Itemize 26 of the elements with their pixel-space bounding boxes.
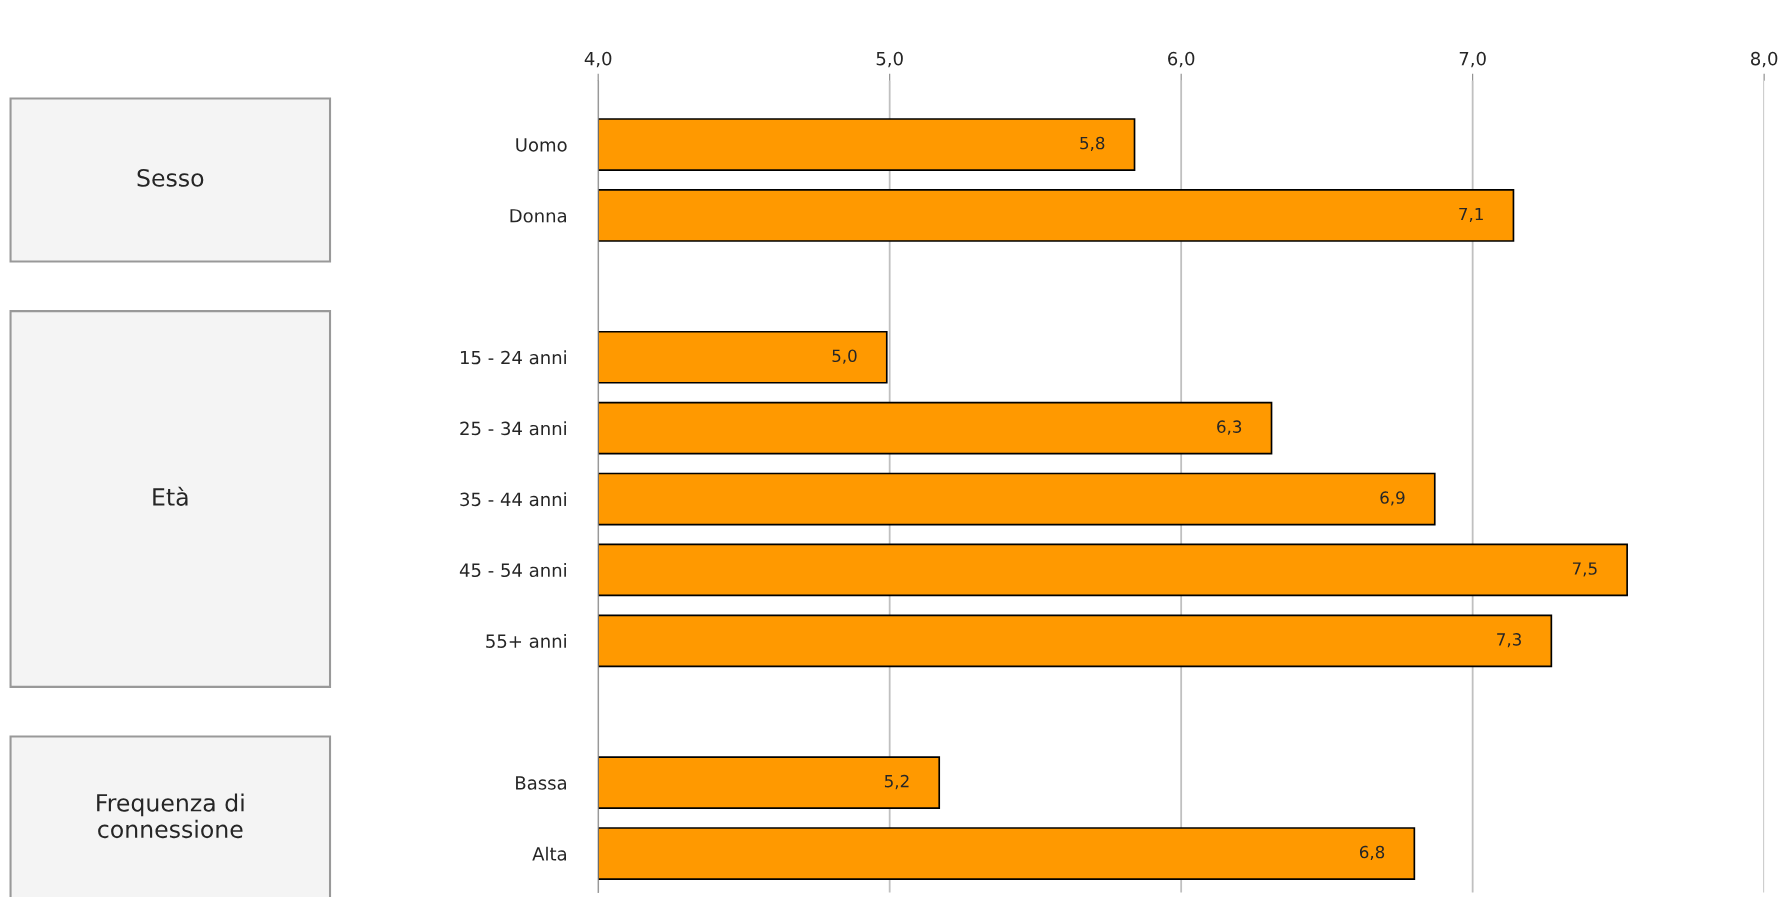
x-tick-label: 8,0 — [1751, 51, 1778, 68]
y-tick-label: Alta — [532, 846, 566, 861]
text: Frequenza di connessione — [97, 793, 244, 839]
data-label: 6,8 — [1359, 845, 1385, 861]
x-tick-label: 7,0 — [1459, 51, 1486, 68]
y-tick-label: 55+ anni — [486, 633, 566, 648]
data-label: 7,5 — [1572, 562, 1597, 577]
text: Sesso — [137, 168, 204, 187]
x-tick-label: 6,0 — [1168, 51, 1195, 68]
data-label: 5,0 — [832, 349, 857, 364]
data-label: 7,1 — [1459, 207, 1483, 222]
data-label: 5,2 — [884, 774, 909, 790]
data-label: 6,9 — [1380, 491, 1405, 506]
x-tick-label: 5,0 — [876, 51, 903, 68]
data-label: 6,3 — [1217, 420, 1242, 435]
data-label: 5,8 — [1080, 136, 1105, 152]
y-tick-label: 35 - 44 anni — [460, 492, 566, 507]
data-label: 7,3 — [1497, 633, 1521, 648]
y-tick-label: 45 - 54 anni — [459, 563, 566, 578]
y-tick-label: Donna — [510, 209, 566, 223]
x-tick-label: 4,0 — [584, 51, 612, 68]
y-tick-label: Bassa — [516, 776, 566, 790]
text: Età — [153, 486, 188, 506]
y-tick-label: 25 - 34 anni — [460, 421, 566, 436]
y-tick-label: Uomo — [516, 138, 567, 152]
y-tick-label: 15 - 24 anni — [460, 350, 566, 365]
